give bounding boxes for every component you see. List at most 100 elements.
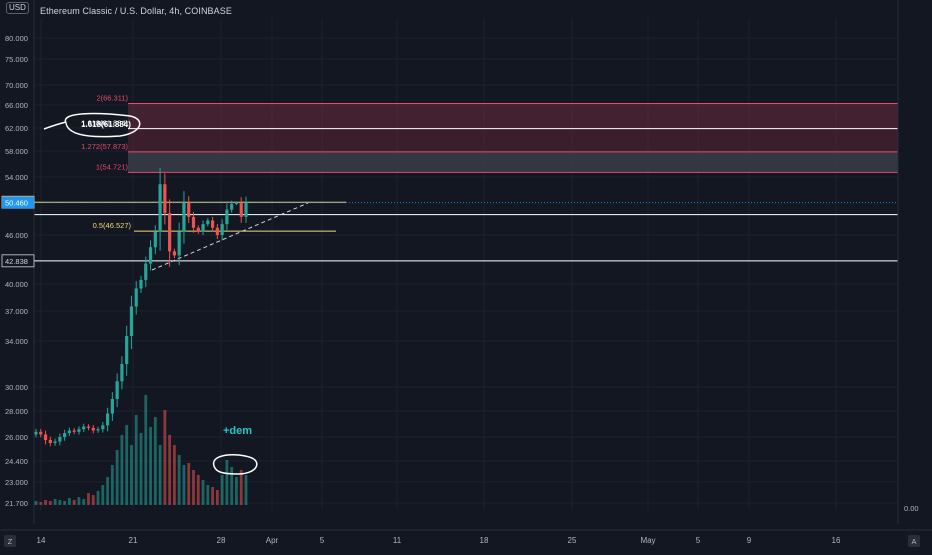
time-tick-label: 21 (129, 536, 138, 545)
candle-body (220, 224, 224, 235)
volume-bar (63, 501, 67, 505)
price-tick-label: 40.000 (5, 280, 28, 289)
currency-badge[interactable]: USD (6, 2, 29, 14)
time-tick-label: 5 (320, 536, 325, 545)
candle-body (139, 279, 143, 289)
auto-scale-button (908, 535, 920, 547)
volume-bar (87, 493, 90, 505)
candle-body (115, 381, 119, 399)
candle-body (105, 413, 110, 426)
candle-body (168, 213, 172, 252)
candle-body (206, 220, 210, 225)
volume-axis-label: 0.00 (904, 504, 919, 513)
price-tick-label: 24.400 (5, 457, 28, 466)
volume-bar (201, 480, 205, 505)
candle-body (239, 203, 243, 217)
time-tick-label: 16 (832, 536, 841, 545)
volume-bars (34, 395, 248, 505)
fib-zone-1272-1 (128, 151, 898, 173)
time-tick-label: 28 (217, 536, 226, 545)
candle-body (110, 399, 114, 414)
candle-body (215, 227, 219, 235)
volume-bar (134, 415, 138, 505)
candle-body (201, 224, 205, 232)
price-tick-label: 26.000 (5, 433, 28, 442)
volume-bar (110, 465, 114, 505)
candle-body (86, 426, 91, 428)
volume-bar (182, 465, 186, 505)
candle-body (67, 430, 72, 434)
fib-label: 1.272(57.873) (81, 142, 128, 151)
volume-bar (177, 455, 181, 505)
candle-body (144, 263, 148, 280)
volume-bar (82, 499, 86, 505)
candle-body (158, 184, 162, 232)
time-tick-label: May (640, 536, 655, 545)
candle-body (77, 429, 81, 432)
price-tick-label: 66.000 (5, 101, 28, 110)
price-tick-label: 58.000 (5, 147, 28, 156)
highlight-ellipse-volume (213, 453, 258, 475)
support-level-label: 42.838 (5, 257, 28, 266)
highlight-ellipse-fib (64, 112, 141, 138)
horizontal-levels (34, 201, 898, 271)
price-axis[interactable]: 80.000 75.000 70.000 66.000 62.000 58.000 54.0… (0, 0, 919, 524)
dem-annotation: +dem (223, 425, 252, 437)
price-tick-label: 21.700 (5, 499, 28, 508)
volume-bar (48, 501, 52, 505)
volume-bar (101, 485, 105, 505)
price-tick-label: 28.000 (5, 407, 28, 416)
candle-body (120, 364, 124, 382)
candle-body (39, 431, 43, 435)
fib-zone-2-1618 (128, 103, 898, 129)
time-tick-label: Apr (266, 536, 279, 545)
candle-body (48, 440, 52, 443)
candle-body (225, 209, 229, 225)
candle-body (234, 203, 239, 205)
candle-body (210, 220, 215, 228)
candle-body (58, 437, 62, 442)
drawings: 1.618(61.884) +dem (43, 112, 258, 475)
volume-bar (53, 499, 57, 505)
price-tick-label: 54.000 (5, 173, 28, 182)
volume-bar (235, 477, 238, 505)
volume-bar (34, 501, 38, 505)
candle-body (72, 430, 76, 432)
volume-bar (168, 435, 172, 505)
volume-bar (144, 395, 148, 505)
time-tick-label: 14 (37, 536, 46, 545)
time-tick-label: 9 (747, 536, 752, 545)
volume-bar (130, 445, 133, 505)
volume-bar (120, 435, 124, 505)
volume-bar (239, 470, 243, 505)
candle-body (96, 429, 100, 431)
volume-bar (68, 498, 71, 505)
price-tick-label: 34.000 (5, 337, 28, 346)
candle-body (101, 425, 105, 430)
current-price-label: 50.460 (5, 199, 28, 208)
price-tick-label: 75.000 (5, 55, 28, 64)
fib-zone-1618-1272 (128, 128, 898, 152)
candle-body (148, 247, 153, 264)
candle-body (163, 184, 167, 214)
volume-bar (206, 485, 210, 505)
candle-body (196, 227, 200, 232)
volume-bar (196, 475, 200, 505)
price-tick-label: 46.000 (5, 231, 28, 240)
volume-bar (149, 427, 152, 505)
price-tick-label: 80.000 (5, 34, 28, 43)
symbol-title: Ethereum Classic / U.S. Dollar, 4h, COIN… (40, 6, 232, 16)
candle-body (134, 288, 138, 307)
volume-bar (230, 467, 234, 505)
volume-bar (173, 445, 176, 505)
fib-zones: 2(66.311) 1.618(61.884) 1.272(57.873) 1(54.… (81, 93, 898, 232)
time-axis[interactable]: 14 21 28 Apr 5 11 18 25 May 5 9 16 Z A (0, 524, 932, 550)
candles (34, 167, 248, 447)
fib-label-05: 0.5(46.527) (93, 221, 132, 230)
time-tick-label: 11 (393, 536, 402, 545)
volume-bar (211, 487, 214, 505)
trendline (151, 202, 309, 271)
candle-body (182, 202, 186, 232)
